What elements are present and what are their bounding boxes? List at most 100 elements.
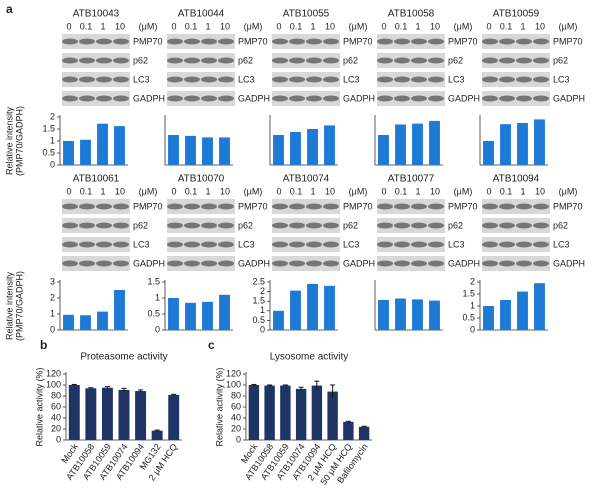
chart-title: ATB10061 xyxy=(73,174,120,185)
blot-band xyxy=(201,241,217,248)
blot-band xyxy=(377,241,393,248)
blot-band xyxy=(184,222,200,229)
blot-band xyxy=(428,95,444,102)
concentration-label: 10 xyxy=(220,186,230,196)
bar xyxy=(500,124,511,165)
blot-label: p62 xyxy=(343,220,358,230)
y-tick-label: 0 xyxy=(50,159,55,169)
blot-band xyxy=(516,241,532,248)
y-tick-label: 20 xyxy=(51,423,61,433)
blot-label: LC3 xyxy=(553,239,570,249)
blot-band xyxy=(499,76,515,83)
bar xyxy=(358,426,370,440)
blot-band xyxy=(482,38,498,45)
bar xyxy=(168,135,179,165)
panel-label: a xyxy=(6,2,13,16)
y-tick-label: 2 xyxy=(50,111,55,121)
blot-band xyxy=(96,38,112,45)
blot-band xyxy=(167,76,183,83)
bar xyxy=(311,385,323,440)
blot-band xyxy=(96,260,112,267)
y-axis-label: (PMP70/GADPH) xyxy=(14,106,24,176)
blot-band xyxy=(79,38,95,45)
blot-label: p62 xyxy=(133,55,148,65)
chart-title: ATB10055 xyxy=(283,9,330,20)
blot-band xyxy=(201,260,217,267)
blot-band xyxy=(184,203,200,210)
bar xyxy=(324,285,335,330)
concentration-label: 1 xyxy=(520,21,525,31)
bar xyxy=(500,300,511,330)
blot-band xyxy=(201,38,217,45)
bar xyxy=(114,290,125,330)
blot-band xyxy=(167,241,183,248)
unit-label: (μM) xyxy=(559,21,578,31)
y-tick-label: 0 xyxy=(470,324,475,334)
blot-band xyxy=(306,260,322,267)
y-tick-label: 40 xyxy=(51,412,61,422)
blot-band xyxy=(272,260,288,267)
concentration-label: 10 xyxy=(220,21,230,31)
blot-band xyxy=(79,260,95,267)
y-tick-label: 2 xyxy=(260,286,265,296)
blot-band xyxy=(289,57,305,64)
blot-band xyxy=(428,222,444,229)
unit-label: (μM) xyxy=(454,21,473,31)
y-axis-label: (PMP70/GADPH) xyxy=(14,271,24,341)
chart-title: ATB10094 xyxy=(493,174,540,185)
blot-label: p62 xyxy=(448,55,463,65)
concentration-label: 1 xyxy=(520,186,525,196)
blot-band xyxy=(289,260,305,267)
concentration-label: 0.1 xyxy=(500,186,513,196)
y-tick-label: 1.5 xyxy=(252,296,265,306)
blot-band xyxy=(499,57,515,64)
concentration-label: 10 xyxy=(535,186,545,196)
chart-title: Proteasome activity xyxy=(80,352,167,363)
blot-label: p62 xyxy=(448,220,463,230)
blot-band xyxy=(167,222,183,229)
unit-label: (μM) xyxy=(349,21,368,31)
bar xyxy=(68,385,80,440)
blot-label: PMP70 xyxy=(343,201,373,211)
blot-band xyxy=(428,38,444,45)
blot-band xyxy=(113,76,129,83)
blot-band xyxy=(482,76,498,83)
blot-band xyxy=(482,95,498,102)
blot-band xyxy=(533,76,549,83)
blot-band xyxy=(272,95,288,102)
unit-label: (μM) xyxy=(349,186,368,196)
y-tick-label: 120 xyxy=(46,368,61,378)
blot-band xyxy=(323,57,339,64)
blot-band xyxy=(533,241,549,248)
unit-label: (μM) xyxy=(454,186,473,196)
blot-band xyxy=(218,260,234,267)
blot-band xyxy=(306,38,322,45)
bar xyxy=(307,129,318,165)
blot-band xyxy=(272,38,288,45)
blot-band xyxy=(411,222,427,229)
concentration-label: 0.1 xyxy=(395,186,408,196)
blot-band xyxy=(533,95,549,102)
bar xyxy=(97,311,108,330)
blot-band xyxy=(533,203,549,210)
blot-band xyxy=(306,76,322,83)
y-axis-label: Relative intensity xyxy=(4,271,14,340)
blot-band xyxy=(323,203,339,210)
y-tick-label: 0.5 xyxy=(147,308,160,318)
blot-band xyxy=(289,38,305,45)
y-tick-label: 0 xyxy=(260,324,265,334)
blot-label: LC3 xyxy=(553,74,570,84)
chart-title: Lysosome activity xyxy=(270,352,349,363)
blot-band xyxy=(482,222,498,229)
concentration-label: 0 xyxy=(381,21,386,31)
blot-band xyxy=(377,222,393,229)
blot-band xyxy=(218,241,234,248)
y-tick-label: 60 xyxy=(231,401,241,411)
blot-band xyxy=(218,95,234,102)
blot-label: p62 xyxy=(238,220,253,230)
bar xyxy=(80,315,91,330)
blot-band xyxy=(411,76,427,83)
blot-band xyxy=(184,260,200,267)
y-tick-label: 0.5 xyxy=(252,315,265,325)
blot-band xyxy=(272,76,288,83)
